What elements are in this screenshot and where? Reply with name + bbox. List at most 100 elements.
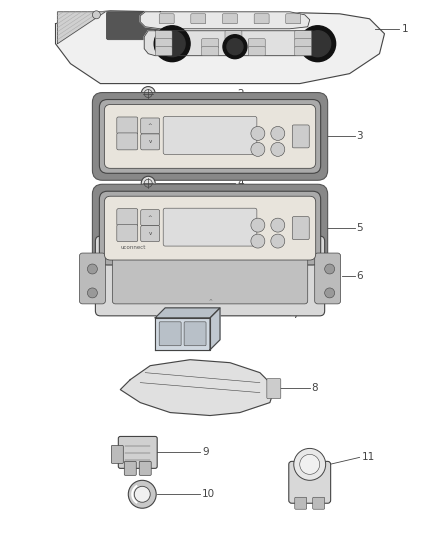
Circle shape xyxy=(141,86,155,101)
FancyBboxPatch shape xyxy=(117,133,138,150)
FancyBboxPatch shape xyxy=(112,250,308,304)
FancyBboxPatch shape xyxy=(141,118,160,134)
Circle shape xyxy=(251,218,265,232)
Text: 3: 3 xyxy=(357,132,363,141)
Text: uconnect: uconnect xyxy=(120,245,146,250)
FancyBboxPatch shape xyxy=(118,437,157,469)
FancyBboxPatch shape xyxy=(292,125,309,148)
Polygon shape xyxy=(155,318,210,350)
Circle shape xyxy=(227,39,243,55)
Circle shape xyxy=(271,234,285,248)
Text: ^: ^ xyxy=(148,215,152,220)
FancyBboxPatch shape xyxy=(163,208,257,246)
Text: 6: 6 xyxy=(357,271,363,281)
FancyBboxPatch shape xyxy=(95,236,325,316)
FancyBboxPatch shape xyxy=(196,227,224,245)
FancyBboxPatch shape xyxy=(159,14,174,24)
FancyBboxPatch shape xyxy=(111,446,124,463)
Text: 2: 2 xyxy=(237,88,244,99)
FancyBboxPatch shape xyxy=(92,93,328,180)
FancyBboxPatch shape xyxy=(141,134,160,150)
Polygon shape xyxy=(56,11,385,84)
FancyBboxPatch shape xyxy=(99,100,321,173)
FancyBboxPatch shape xyxy=(289,462,331,503)
FancyBboxPatch shape xyxy=(155,39,172,47)
FancyBboxPatch shape xyxy=(223,14,237,24)
Text: ^: ^ xyxy=(148,124,152,128)
Circle shape xyxy=(271,142,285,156)
FancyBboxPatch shape xyxy=(191,14,206,24)
Text: v: v xyxy=(148,231,152,236)
FancyBboxPatch shape xyxy=(292,216,309,240)
Text: 7: 7 xyxy=(292,310,298,320)
FancyBboxPatch shape xyxy=(104,104,316,168)
Circle shape xyxy=(300,26,336,62)
FancyBboxPatch shape xyxy=(124,462,136,475)
FancyBboxPatch shape xyxy=(104,196,316,260)
Circle shape xyxy=(271,218,285,232)
FancyBboxPatch shape xyxy=(155,31,172,40)
Circle shape xyxy=(251,142,265,156)
Circle shape xyxy=(223,35,247,59)
Polygon shape xyxy=(144,31,321,55)
Text: 5: 5 xyxy=(357,223,363,233)
FancyBboxPatch shape xyxy=(159,322,181,346)
FancyBboxPatch shape xyxy=(248,39,265,47)
Polygon shape xyxy=(120,360,275,416)
FancyBboxPatch shape xyxy=(117,117,138,134)
FancyBboxPatch shape xyxy=(267,378,281,399)
Text: 4: 4 xyxy=(237,178,244,188)
Polygon shape xyxy=(140,12,310,29)
Text: v: v xyxy=(148,140,152,144)
Circle shape xyxy=(300,455,320,474)
FancyBboxPatch shape xyxy=(141,209,160,225)
FancyBboxPatch shape xyxy=(117,209,138,225)
FancyBboxPatch shape xyxy=(79,253,106,304)
FancyBboxPatch shape xyxy=(225,31,242,40)
Polygon shape xyxy=(210,308,220,350)
FancyBboxPatch shape xyxy=(248,47,265,55)
FancyBboxPatch shape xyxy=(99,191,321,265)
Polygon shape xyxy=(57,12,106,44)
Circle shape xyxy=(294,448,326,480)
Text: 10: 10 xyxy=(202,489,215,499)
FancyBboxPatch shape xyxy=(139,462,151,475)
Circle shape xyxy=(134,486,150,502)
FancyBboxPatch shape xyxy=(202,47,219,55)
Circle shape xyxy=(305,31,331,56)
FancyBboxPatch shape xyxy=(295,31,312,40)
FancyBboxPatch shape xyxy=(155,47,172,55)
FancyBboxPatch shape xyxy=(163,117,257,155)
Text: ⌃: ⌃ xyxy=(207,298,213,304)
Text: 1: 1 xyxy=(401,24,408,34)
Circle shape xyxy=(271,126,285,140)
FancyBboxPatch shape xyxy=(106,12,168,40)
Circle shape xyxy=(154,26,190,62)
FancyBboxPatch shape xyxy=(295,39,312,47)
Circle shape xyxy=(251,234,265,248)
FancyBboxPatch shape xyxy=(295,47,312,55)
Circle shape xyxy=(325,264,335,274)
Circle shape xyxy=(88,288,97,298)
Circle shape xyxy=(128,480,156,508)
FancyBboxPatch shape xyxy=(184,322,206,346)
Text: 11: 11 xyxy=(361,453,375,463)
Text: 8: 8 xyxy=(312,383,318,393)
Circle shape xyxy=(141,176,155,190)
Circle shape xyxy=(325,288,335,298)
FancyBboxPatch shape xyxy=(295,497,307,509)
FancyBboxPatch shape xyxy=(286,14,301,24)
Circle shape xyxy=(92,11,100,19)
Text: 9: 9 xyxy=(202,447,208,457)
FancyBboxPatch shape xyxy=(92,184,328,272)
FancyBboxPatch shape xyxy=(141,225,160,241)
Circle shape xyxy=(159,31,185,56)
FancyBboxPatch shape xyxy=(254,14,269,24)
FancyBboxPatch shape xyxy=(202,39,219,47)
Polygon shape xyxy=(155,308,220,318)
FancyBboxPatch shape xyxy=(313,497,325,509)
FancyBboxPatch shape xyxy=(117,224,138,241)
Circle shape xyxy=(88,264,97,274)
FancyBboxPatch shape xyxy=(314,253,341,304)
Circle shape xyxy=(251,126,265,140)
